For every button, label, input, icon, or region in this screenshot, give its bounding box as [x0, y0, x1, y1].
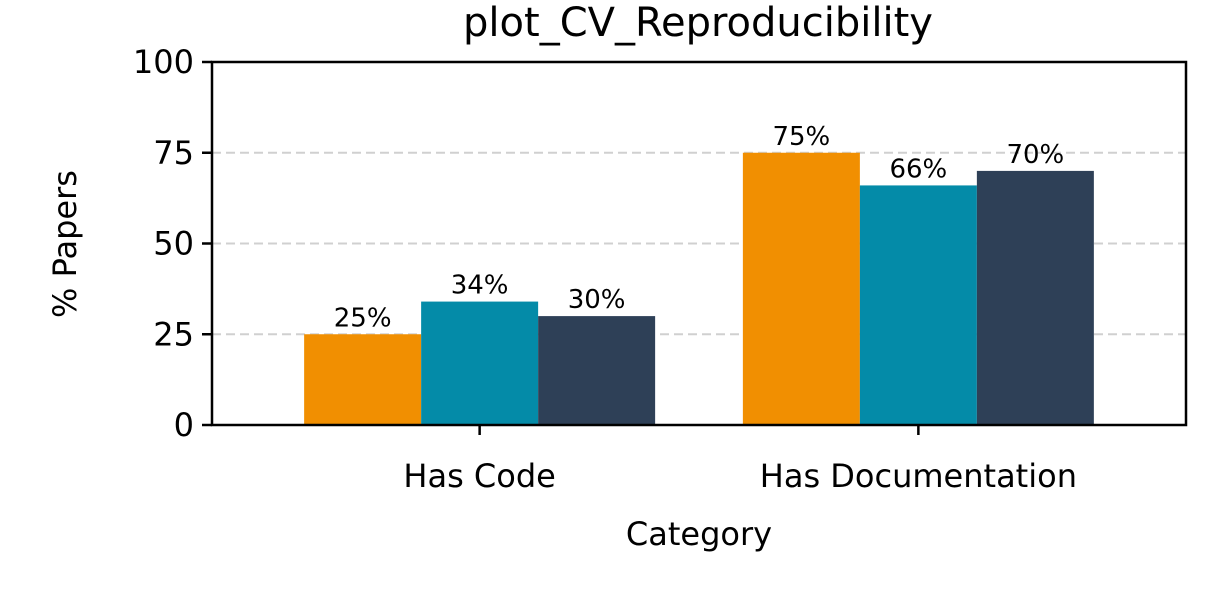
bar-value-label: 70%: [1006, 140, 1064, 170]
y-axis-ticks: 0 25 50 75 100: [133, 43, 212, 444]
bar: [304, 334, 422, 425]
y-tick-label: 50: [153, 225, 194, 263]
bar: [538, 316, 656, 425]
bar-value-label: 75%: [772, 122, 830, 152]
x-tick-label: Has Code: [403, 457, 555, 495]
bar-value-label: 34%: [451, 271, 509, 301]
x-tick-label: Has Documentation: [760, 457, 1077, 495]
y-tick-label: 100: [133, 43, 194, 81]
x-axis-label: Category: [626, 515, 772, 553]
y-tick-label: 75: [153, 134, 194, 172]
bar: [421, 301, 539, 425]
bar: [976, 170, 1094, 425]
bar-value-label: 66%: [889, 154, 947, 184]
y-tick-label: 0: [174, 406, 194, 444]
bar-value-labels: 25% 75% 34% 66% 30% 70%: [334, 122, 1065, 334]
bars: [304, 152, 1094, 425]
bar-value-label: 30%: [568, 285, 626, 315]
bar: [742, 152, 860, 425]
y-tick-label: 25: [153, 315, 194, 353]
chart-title: plot_CV_Reproducibility: [463, 0, 933, 46]
bar: [859, 185, 977, 425]
y-axis-label: % Papers: [46, 170, 84, 318]
x-axis-ticks: Has Code Has Documentation: [403, 425, 1077, 495]
bar-value-label: 25%: [334, 303, 392, 333]
